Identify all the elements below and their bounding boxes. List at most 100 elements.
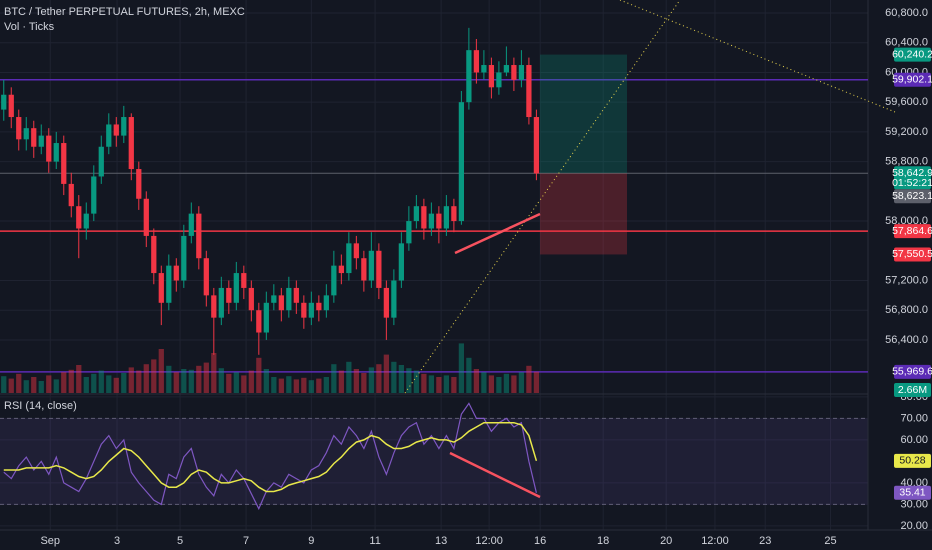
candle-body — [196, 213, 202, 259]
price-tag-label: 55,969.6 — [892, 366, 932, 378]
candle-body — [271, 295, 277, 303]
x-tick-label: 23 — [759, 535, 771, 547]
candle-body — [398, 243, 404, 281]
volume-bar — [398, 365, 404, 393]
volume-bar — [83, 377, 89, 393]
volume-bar — [376, 364, 382, 393]
candle-body — [533, 117, 540, 174]
candle-body — [286, 287, 292, 311]
price-tag-label: 2.66M — [898, 384, 927, 396]
candle-body — [518, 65, 525, 80]
price-tag-label: 57,550.5 — [892, 248, 932, 260]
volume-bar — [16, 373, 22, 393]
volume-bar — [518, 372, 525, 393]
rsi-tag-label: 50.28 — [899, 455, 925, 467]
price-tag — [894, 383, 931, 397]
candle-body — [256, 310, 262, 333]
volume-bar — [113, 377, 119, 393]
x-tick-label: 12:00 — [475, 535, 503, 547]
x-tick-label: 3 — [114, 535, 120, 547]
candle-body — [91, 176, 97, 214]
volume-bar — [391, 361, 397, 393]
candle-body — [526, 65, 532, 118]
candle-body — [481, 65, 487, 73]
volume-bar — [128, 367, 134, 393]
volume-bar — [263, 369, 269, 393]
volume-bar — [68, 369, 74, 393]
x-tick-label: 12:00 — [701, 535, 729, 547]
candle-body — [443, 206, 450, 229]
candle-body — [226, 287, 232, 303]
volume-bar — [31, 377, 37, 393]
rsi-line — [3, 421, 538, 493]
x-tick-label: Sep — [40, 535, 60, 547]
volume-bar — [38, 381, 44, 393]
tags: Sep 3 5 7 9 11 13 12:00 16 18 20 12:00 23 25 60,800.0 6… — [40, 7, 932, 547]
x-tick-label: 25 — [824, 535, 836, 547]
volume-bar — [511, 375, 517, 393]
x-tick-label: 16 — [534, 535, 546, 547]
volume-bar — [436, 377, 442, 393]
volume-bar — [458, 343, 465, 393]
candle-body — [61, 143, 67, 184]
volume-bar — [271, 377, 277, 393]
volume-bar — [353, 369, 359, 393]
candle-body — [143, 198, 149, 236]
rsi-tick-label: 30.00 — [900, 498, 928, 510]
price-tag — [894, 224, 931, 239]
volume-bar — [8, 378, 14, 393]
volume-bar — [121, 373, 127, 393]
volume-bar — [443, 375, 450, 393]
candle-body — [188, 213, 194, 236]
candle-body — [368, 250, 374, 281]
y-tick-label: 60,400.0 — [885, 37, 928, 49]
volume-bar — [91, 373, 97, 393]
candle-body — [406, 221, 412, 244]
candle-body — [173, 265, 179, 281]
rsi-tag — [894, 485, 931, 500]
rsi-tag — [894, 453, 931, 468]
candle-body — [98, 146, 104, 177]
volume-bar — [248, 370, 254, 393]
volume-bar — [488, 375, 495, 393]
volume-bar — [241, 375, 247, 393]
volume-bar — [451, 377, 457, 393]
candle-body — [383, 287, 389, 318]
candle-body — [511, 65, 517, 80]
volume-bar — [481, 372, 487, 393]
volume-bar — [256, 357, 262, 393]
volume-bar — [23, 380, 29, 393]
x-tick-label: 5 — [177, 535, 183, 547]
volume-bar — [473, 369, 480, 393]
position-target — [540, 54, 627, 174]
candle-body — [421, 206, 427, 229]
candle-body — [181, 235, 187, 281]
volume-bar — [503, 373, 510, 393]
candle-body — [413, 206, 419, 222]
candle-body — [496, 72, 502, 88]
candle-body — [46, 135, 52, 162]
volume-bar — [46, 375, 52, 393]
candle-body — [1, 94, 7, 110]
volume-bar — [413, 370, 419, 393]
x-tick-label: 9 — [308, 535, 314, 547]
volume-bar — [203, 362, 209, 393]
volume-bar — [188, 369, 194, 393]
price-tag — [894, 189, 931, 204]
volume-bar — [338, 370, 344, 393]
candle-body — [473, 50, 480, 73]
candle-body — [241, 273, 247, 288]
rsi-tag-label: 35.41 — [899, 487, 925, 499]
rsi-title: RSI (14, close) — [4, 400, 77, 412]
candle-body — [301, 302, 307, 318]
y-tick-label: 56,400.0 — [885, 334, 928, 346]
volume-bar — [61, 372, 67, 393]
candle-body — [31, 128, 37, 147]
volume-bar — [1, 376, 7, 393]
trend-line — [619, 0, 896, 113]
candle-body — [488, 65, 495, 88]
candle-body — [16, 117, 22, 140]
candle-body — [128, 117, 134, 170]
candle-body — [121, 117, 127, 136]
